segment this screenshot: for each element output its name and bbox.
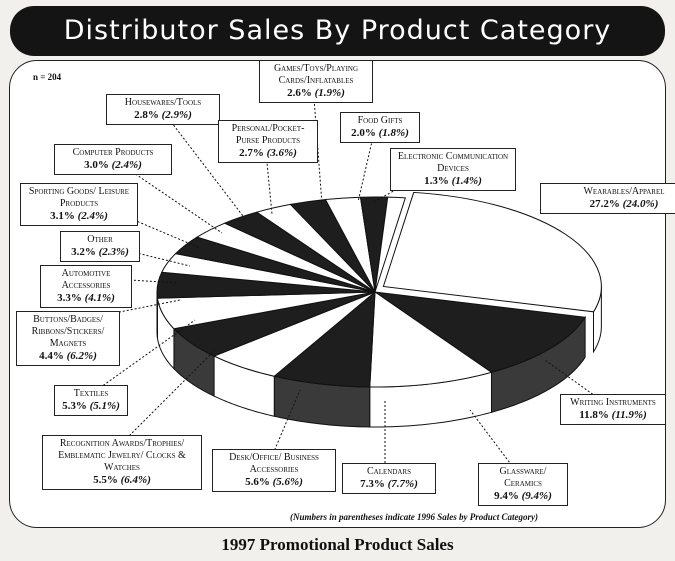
slice-value-1997: 3.0% [84,159,112,171]
chart-caption: 1997 Promotional Product Sales [221,535,454,554]
slice-label: Automotive Accessories 3.3% (4.1%) [40,265,132,308]
slice-category: Other [87,234,113,245]
slice-label: Food Gifts 2.0% (1.8%) [340,112,420,143]
leader-line [108,155,223,234]
slice-value-1996: (3.6%) [266,147,297,159]
slice-value-1996: (1.8%) [378,127,409,139]
slice-label: Textiles 5.3% (5.1%) [54,385,128,416]
slice-category: Recognition Awards/Trophies/ Emblematic … [58,438,186,473]
slice-value-1996: (5.1%) [89,400,120,412]
slice-label: Games/Toys/Playing Cards/Inflatables 2.6%… [259,60,373,103]
pie-slice [374,291,586,373]
slice-value-1997: 7.3% [360,478,388,490]
slice-label: Sporting Goods/ Leisure Products 3.1% (2.… [20,183,138,226]
slice-value-1996: (5.6%) [272,476,303,488]
slice-category: Housewares/Tools [124,97,202,108]
slice-value-1996: (4.1%) [84,292,115,304]
slice-category: Textiles [73,388,109,399]
slice-value-1997: 11.8% [579,409,612,421]
slice-value-1997: 9.4% [494,490,522,502]
slice-category: Wearables/Apparel [583,186,665,197]
slice-value-1997: 5.6% [245,476,273,488]
slice-value-1996: (2.9%) [161,109,192,121]
slice-label: Recognition Awards/Trophies/ Emblematic … [42,435,202,490]
footnote: (Numbers in parentheses indicate 1996 Sa… [290,512,538,522]
slice-label: Glassware/ Ceramics 9.4% (9.4%) [478,463,568,506]
leader-line [74,194,201,249]
slice-value-1997: 5.3% [62,400,90,412]
slice-category: Sporting Goods/ Leisure Products [28,186,130,209]
slice-value-1997: 4.4% [39,350,67,362]
slice-value-1996: (11.9%) [611,409,647,421]
slice-value-1996: (1.9%) [314,87,345,99]
slice-label: Personal/Pocket- Purse Products 2.7% (3.6… [218,120,318,163]
chart-title: Distributor Sales By Product Category [10,6,665,56]
slice-value-1996: (9.4%) [521,490,552,502]
slice-category: Games/Toys/Playing Cards/Inflatables [273,63,359,86]
slice-value-1997: 2.0% [351,127,379,139]
slice-category: Glassware/ Ceramics [499,466,547,489]
pie-slice [374,196,407,293]
slice-label: Buttons/Badges/ Ribbons/Stickers/ Magnet… [16,311,120,366]
slice-category: Desk/Office/ Business Accessories [229,452,319,475]
slice-value-1996: (6.2%) [66,350,97,362]
slice-value-1997: 2.7% [239,147,267,159]
slice-label: Electronic Communication Devices 1.3% (1.… [390,148,516,191]
slice-value-1997: 1.3% [424,175,452,187]
slice-label: Computer Products 3.0% (2.4%) [54,144,172,175]
slice-label: Wearables/Apparel 27.2% (24.0%) [540,183,675,214]
slice-value-1996: (7.7%) [387,478,418,490]
sample-size: n = 204 [33,72,62,82]
slice-value-1996: (2.4%) [77,210,108,222]
slice-value-1997: 3.1% [50,210,78,222]
slice-value-1997: 3.2% [71,246,99,258]
slice-category: Writing Instruments [570,397,656,408]
slice-label: Housewares/Tools 2.8% (2.9%) [106,94,220,125]
pie-slice [369,291,493,388]
slice-value-1997: 5.5% [93,474,121,486]
pie-slice [382,191,602,313]
slice-value-1996: (24.0%) [622,198,659,210]
slice-value-1996: (2.4%) [111,159,142,171]
slice-value-1996: (1.4%) [451,175,482,187]
slice-value-1997: 3.3% [57,292,85,304]
slice-value-1997: 2.8% [134,109,162,121]
slice-value-1997: 27.2% [589,198,623,210]
slice-value-1996: (6.4%) [120,474,151,486]
slice-category: Automotive Accessories [61,268,111,291]
slice-category: Buttons/Badges/ Ribbons/Stickers/ Magnet… [31,314,105,349]
slice-category: Calendars [366,466,411,477]
slice-label: Other 3.2% (2.3%) [60,231,140,262]
slice-value-1996: (2.3%) [98,246,129,258]
pie-slice [273,290,376,388]
slice-label: Writing Instruments 11.8% (11.9%) [560,394,666,425]
slice-value-1997: 2.6% [287,87,315,99]
slice-category: Electronic Communication Devices [397,151,509,174]
slice-category: Computer Products [72,147,154,158]
leader-line [117,349,216,448]
slice-label: Desk/Office/ Business Accessories 5.6% (5… [212,449,336,492]
slice-category: Personal/Pocket- Purse Products [231,123,305,146]
slice-category: Food Gifts [357,115,403,126]
slice-label: Calendars 7.3% (7.7%) [342,463,436,494]
